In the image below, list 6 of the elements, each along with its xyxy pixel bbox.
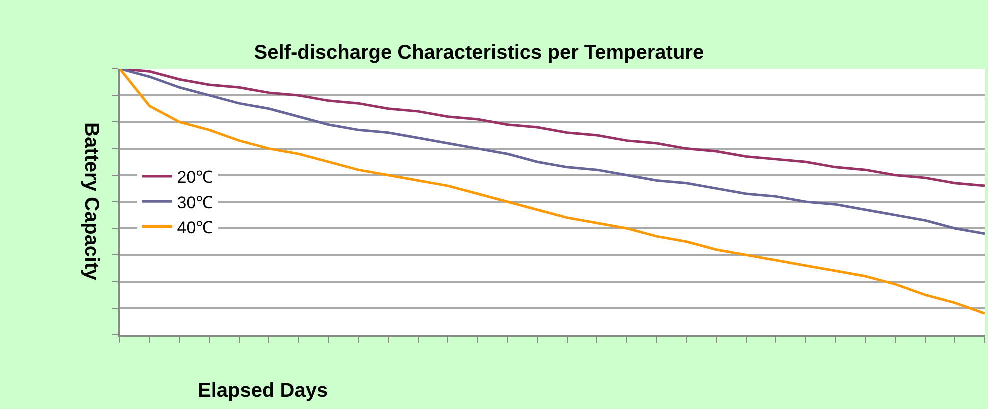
legend-label: 30℃ [177,193,214,212]
x-axis-title: Elapsed Days [198,380,328,402]
legend-label: 40℃ [177,218,214,238]
chart-title: Self-discharge Characteristics per Temperature [254,42,704,64]
legend-label: 20℃ [177,168,214,188]
y-axis-title: Battery Capacity [80,122,102,282]
